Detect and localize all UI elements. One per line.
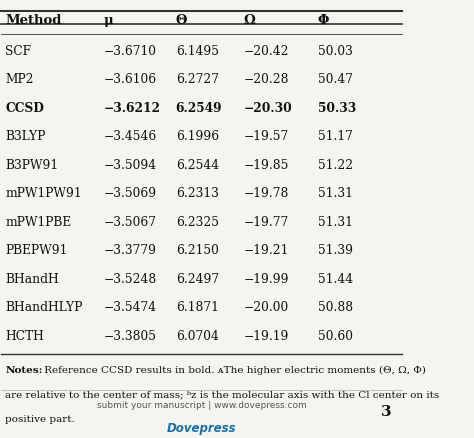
Text: 6.2150: 6.2150 bbox=[176, 244, 219, 257]
Text: 6.2727: 6.2727 bbox=[176, 73, 219, 86]
Text: 6.2549: 6.2549 bbox=[176, 102, 222, 114]
Text: −19.19: −19.19 bbox=[244, 329, 289, 342]
Text: −20.30: −20.30 bbox=[244, 102, 292, 114]
Text: −3.3805: −3.3805 bbox=[103, 329, 156, 342]
Text: BHandH: BHandH bbox=[5, 272, 59, 285]
Text: Dovepress: Dovepress bbox=[167, 421, 237, 434]
Text: 51.22: 51.22 bbox=[318, 159, 353, 171]
Text: 51.31: 51.31 bbox=[318, 187, 353, 200]
Text: 51.31: 51.31 bbox=[318, 215, 353, 228]
Text: 50.03: 50.03 bbox=[318, 45, 353, 57]
Text: Reference CCSD results in bold. ᴀThe higher electric moments (Θ, Ω, Φ): Reference CCSD results in bold. ᴀThe hig… bbox=[41, 365, 426, 374]
Text: positive part.: positive part. bbox=[5, 414, 75, 423]
Text: BHandHLYP: BHandHLYP bbox=[5, 301, 83, 314]
Text: 51.39: 51.39 bbox=[318, 244, 353, 257]
Text: −3.6106: −3.6106 bbox=[103, 73, 157, 86]
Text: 6.2497: 6.2497 bbox=[176, 272, 219, 285]
Text: −20.00: −20.00 bbox=[244, 301, 289, 314]
Text: −19.85: −19.85 bbox=[244, 159, 289, 171]
Text: 50.88: 50.88 bbox=[318, 301, 353, 314]
Text: −19.77: −19.77 bbox=[244, 215, 289, 228]
Text: CCSD: CCSD bbox=[5, 102, 44, 114]
Text: MP2: MP2 bbox=[5, 73, 34, 86]
Text: B3LYP: B3LYP bbox=[5, 130, 46, 143]
Text: −19.78: −19.78 bbox=[244, 187, 289, 200]
Text: 6.1996: 6.1996 bbox=[176, 130, 219, 143]
Text: SCF: SCF bbox=[5, 45, 31, 57]
Text: −3.5094: −3.5094 bbox=[103, 159, 157, 171]
Text: are relative to the center of mass; ᵇz is the molecular axis with the Cl center : are relative to the center of mass; ᵇz i… bbox=[5, 390, 440, 399]
Text: −3.4546: −3.4546 bbox=[103, 130, 157, 143]
Text: 6.2544: 6.2544 bbox=[176, 159, 219, 171]
Text: HCTH: HCTH bbox=[5, 329, 44, 342]
Text: 6.0704: 6.0704 bbox=[176, 329, 219, 342]
Text: −3.5474: −3.5474 bbox=[103, 301, 157, 314]
Text: submit your manuscript | www.dovepress.com: submit your manuscript | www.dovepress.c… bbox=[97, 400, 307, 410]
Text: Θ: Θ bbox=[176, 14, 187, 27]
Text: 51.17: 51.17 bbox=[318, 130, 353, 143]
Text: −3.6212: −3.6212 bbox=[103, 102, 161, 114]
Text: mPW1PW91: mPW1PW91 bbox=[5, 187, 82, 200]
Text: PBEPW91: PBEPW91 bbox=[5, 244, 68, 257]
Text: −3.5069: −3.5069 bbox=[103, 187, 157, 200]
Text: 3: 3 bbox=[382, 404, 392, 418]
Text: −3.6710: −3.6710 bbox=[103, 45, 156, 57]
Text: 6.2313: 6.2313 bbox=[176, 187, 219, 200]
Text: −20.28: −20.28 bbox=[244, 73, 289, 86]
Text: −3.5248: −3.5248 bbox=[103, 272, 157, 285]
Text: −19.57: −19.57 bbox=[244, 130, 289, 143]
Text: Method: Method bbox=[5, 14, 62, 27]
Text: −19.99: −19.99 bbox=[244, 272, 289, 285]
Text: −20.42: −20.42 bbox=[244, 45, 289, 57]
Text: Notes:: Notes: bbox=[5, 365, 43, 374]
Text: Φ: Φ bbox=[318, 14, 329, 27]
Text: 6.2325: 6.2325 bbox=[176, 215, 219, 228]
Text: 50.60: 50.60 bbox=[318, 329, 353, 342]
Text: 51.44: 51.44 bbox=[318, 272, 353, 285]
Text: mPW1PBE: mPW1PBE bbox=[5, 215, 72, 228]
Text: 6.1495: 6.1495 bbox=[176, 45, 219, 57]
Text: −19.21: −19.21 bbox=[244, 244, 289, 257]
Text: 6.1871: 6.1871 bbox=[176, 301, 219, 314]
Text: Ω: Ω bbox=[244, 14, 255, 27]
Text: 50.33: 50.33 bbox=[318, 102, 356, 114]
Text: 50.47: 50.47 bbox=[318, 73, 353, 86]
Text: μ: μ bbox=[103, 14, 113, 27]
Text: −3.5067: −3.5067 bbox=[103, 215, 156, 228]
Text: B3PW91: B3PW91 bbox=[5, 159, 58, 171]
Text: −3.3779: −3.3779 bbox=[103, 244, 156, 257]
